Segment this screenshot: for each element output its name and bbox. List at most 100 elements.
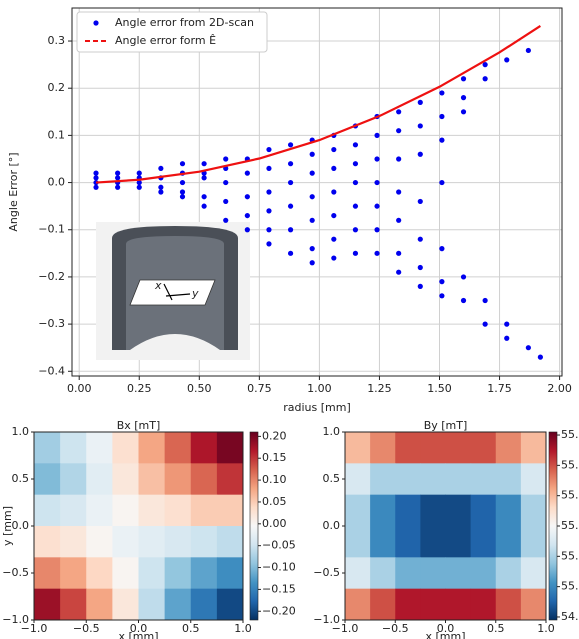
scatter-point [417,99,423,105]
scatter-point [179,179,186,186]
scatter-point [331,189,337,195]
y-tick-label: 0.5 [12,472,30,485]
heatmap-cell [190,557,218,590]
scatter-point [352,203,359,209]
heatmap-cell [164,526,192,558]
y-tick-label: 1.0 [12,425,30,438]
x-tick-label: 0.00 [67,382,92,395]
scatter-point [93,184,99,190]
scatter-point [244,212,250,219]
scatter-point [179,194,186,200]
heatmap-cell [138,494,166,527]
heatmap-cell [520,463,547,496]
heatmap-cell [345,557,371,590]
x-tick-label: 0.5 [182,622,200,635]
scatter-point [179,189,186,195]
heatmap-cell [345,588,371,621]
scatter-point [287,250,294,256]
scatter-point [482,62,488,68]
scatter-point [136,184,142,190]
heatmap-cell [164,432,192,464]
scatter-point [266,189,272,195]
scatter-point [158,189,164,195]
x-arrow [163,283,173,301]
colorbar-tick-label: 55.0 [561,580,579,593]
scatter-point [439,113,445,120]
colorbar-tick-label: 0.20 [262,429,287,442]
scatter-point [417,264,423,271]
heatmap-cell [495,557,522,590]
scatter-point [460,76,467,82]
x-axis-label: x [mm] [425,630,465,639]
plot-frame [71,7,563,377]
heatmap-cell [370,557,396,590]
scatter-point [374,156,380,162]
scatter-point [266,165,272,172]
colorbar-tick-label: −0.10 [262,561,296,574]
scatter-point [331,236,337,242]
legend-box [76,11,268,53]
heatmap-cell [345,432,371,464]
heatmap-cell [445,494,472,527]
heatmap-cell [112,494,139,527]
legend-swatch [93,20,99,26]
heatmap-cell [216,432,244,464]
scatter-point [244,170,250,176]
heatmap-cell [60,588,87,621]
heatmap-cell [370,463,396,496]
scatter-point [115,184,121,190]
y-axis-label: y [mm] [1,506,14,546]
colorbar-tick-label: 55.5 [561,428,579,441]
x-tick-label: −0.5 [73,622,100,635]
scatter-point [287,179,294,186]
heatmap-cell [395,526,421,558]
heatmap-cell [190,526,218,558]
heatmap-cell [164,494,192,527]
inset-image [96,222,250,360]
scatter-point [136,179,142,186]
scatter-point [136,170,142,176]
heatmap-cell [34,557,61,590]
fit-line [95,25,541,184]
y-tick-label: 0.0 [12,519,30,532]
heatmap-cell [138,463,166,496]
scatter-point [287,161,294,167]
scatter-point [439,293,445,299]
scatter-point [417,236,423,242]
y-tick-label: 0.5 [323,472,341,485]
scatter-point [93,170,99,176]
scatter-point [352,250,359,256]
heatmap-cell [395,463,421,496]
heatmap-cell [216,526,244,558]
scatter-point [266,241,272,247]
heatmap-title: By [mT] [424,419,468,432]
scatter-point [309,260,315,266]
scatter-point [482,76,488,82]
heatmap-cell [395,588,421,621]
scatter-point [525,345,531,351]
colorbar [548,431,558,621]
x-tick-label: 0.5 [487,622,505,635]
colorbar-tick-label: 55.1 [561,549,579,562]
scatter-point [309,246,315,252]
scatter-point [396,250,402,256]
scatter-point [201,194,207,200]
heatmap-cell [86,588,113,621]
scatter-point [244,194,250,200]
scatter-point [396,109,402,115]
heatmap-cell [86,557,113,590]
heatmap-cell [370,526,396,558]
scatter-point [309,151,315,157]
heatmap-cell [138,432,166,464]
heatmap-cell [60,494,87,527]
heatmap-cell [345,494,371,527]
inset-label: x [154,279,162,292]
scatter-point [417,123,423,129]
y-tick-label: −0.3 [38,317,65,330]
heatmap-cell [60,526,87,558]
legend-label: Angle error from 2D-scan [115,16,254,29]
heatmap-cell [445,432,472,464]
heatmap-cell [138,557,166,590]
x-axis-label: x [mm] [118,630,158,639]
scatter-point [93,175,99,181]
